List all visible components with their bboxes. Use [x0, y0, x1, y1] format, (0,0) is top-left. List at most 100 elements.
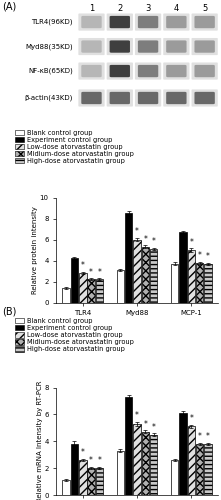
- FancyBboxPatch shape: [163, 62, 189, 80]
- Text: Myd88(35KD): Myd88(35KD): [25, 44, 73, 50]
- Text: *: *: [206, 432, 210, 441]
- FancyBboxPatch shape: [135, 90, 161, 106]
- Bar: [79, 273, 87, 302]
- FancyBboxPatch shape: [110, 65, 130, 77]
- FancyBboxPatch shape: [192, 90, 218, 106]
- Bar: [196, 262, 203, 302]
- Text: *: *: [97, 456, 101, 466]
- Bar: [142, 432, 149, 495]
- FancyBboxPatch shape: [163, 90, 189, 106]
- FancyBboxPatch shape: [110, 16, 130, 28]
- Bar: [150, 249, 158, 302]
- Text: *: *: [81, 262, 85, 270]
- Bar: [133, 424, 141, 495]
- FancyBboxPatch shape: [163, 14, 189, 30]
- Bar: [125, 397, 132, 495]
- Text: 5: 5: [202, 4, 207, 13]
- Bar: [116, 270, 124, 302]
- Text: *: *: [198, 432, 202, 441]
- Text: 3: 3: [145, 4, 151, 13]
- Bar: [171, 264, 178, 302]
- Text: *: *: [143, 234, 147, 244]
- FancyBboxPatch shape: [107, 38, 133, 55]
- Text: *: *: [189, 238, 193, 247]
- Bar: [179, 232, 187, 302]
- Bar: [179, 413, 187, 495]
- Text: 2: 2: [117, 4, 122, 13]
- FancyBboxPatch shape: [138, 16, 158, 28]
- FancyBboxPatch shape: [194, 40, 215, 52]
- Text: *: *: [143, 420, 147, 428]
- Text: NF-κB(65KD): NF-κB(65KD): [28, 68, 73, 74]
- FancyBboxPatch shape: [192, 14, 218, 30]
- Bar: [71, 444, 78, 495]
- Bar: [150, 434, 158, 495]
- FancyBboxPatch shape: [78, 38, 105, 55]
- Text: β-actin(43KD): β-actin(43KD): [25, 95, 73, 101]
- FancyBboxPatch shape: [81, 16, 102, 28]
- FancyBboxPatch shape: [192, 38, 218, 55]
- FancyBboxPatch shape: [78, 90, 105, 106]
- FancyBboxPatch shape: [192, 62, 218, 80]
- Bar: [96, 468, 103, 495]
- Text: (B): (B): [2, 306, 17, 316]
- FancyBboxPatch shape: [78, 62, 105, 80]
- Text: *: *: [89, 268, 93, 277]
- Bar: [171, 460, 178, 495]
- Bar: [204, 264, 212, 302]
- Text: *: *: [135, 228, 139, 236]
- Bar: [196, 444, 203, 495]
- FancyBboxPatch shape: [138, 65, 158, 77]
- FancyBboxPatch shape: [110, 92, 130, 104]
- FancyBboxPatch shape: [194, 16, 215, 28]
- Text: *: *: [198, 251, 202, 260]
- Text: TLR4(96KD): TLR4(96KD): [31, 19, 73, 26]
- Bar: [125, 213, 132, 302]
- Text: *: *: [97, 268, 101, 277]
- Text: *: *: [206, 252, 210, 261]
- Text: *: *: [89, 456, 93, 466]
- Legend: Blank control group, Experiment control group, Low-dose atorvastatin group, Midi: Blank control group, Experiment control …: [12, 315, 136, 355]
- Y-axis label: Relative mRNA Intensity by RT-PCR: Relative mRNA Intensity by RT-PCR: [37, 380, 43, 500]
- FancyBboxPatch shape: [107, 90, 133, 106]
- FancyBboxPatch shape: [194, 92, 215, 104]
- Bar: [204, 444, 212, 495]
- Bar: [187, 426, 195, 495]
- FancyBboxPatch shape: [107, 14, 133, 30]
- Bar: [71, 258, 78, 302]
- FancyBboxPatch shape: [107, 62, 133, 80]
- FancyBboxPatch shape: [194, 65, 215, 77]
- Bar: [87, 280, 95, 302]
- Bar: [116, 450, 124, 495]
- FancyBboxPatch shape: [166, 16, 187, 28]
- Text: *: *: [189, 414, 193, 423]
- FancyBboxPatch shape: [135, 38, 161, 55]
- FancyBboxPatch shape: [166, 40, 187, 52]
- FancyBboxPatch shape: [81, 65, 102, 77]
- Bar: [142, 247, 149, 302]
- Text: 1: 1: [89, 4, 94, 13]
- FancyBboxPatch shape: [166, 92, 187, 104]
- FancyBboxPatch shape: [81, 92, 102, 104]
- Text: 4: 4: [174, 4, 179, 13]
- FancyBboxPatch shape: [135, 62, 161, 80]
- Legend: Blank control group, Experiment control group, Low-dose atorvastatin group, Midi: Blank control group, Experiment control …: [12, 127, 136, 166]
- FancyBboxPatch shape: [166, 65, 187, 77]
- Text: (A): (A): [2, 1, 16, 11]
- FancyBboxPatch shape: [135, 14, 161, 30]
- Bar: [79, 460, 87, 495]
- Text: *: *: [152, 237, 156, 246]
- Bar: [62, 480, 70, 495]
- Bar: [62, 288, 70, 302]
- Y-axis label: Relative protein intensity: Relative protein intensity: [32, 206, 38, 294]
- FancyBboxPatch shape: [138, 40, 158, 52]
- Bar: [187, 250, 195, 302]
- Bar: [96, 280, 103, 302]
- FancyBboxPatch shape: [163, 38, 189, 55]
- Text: *: *: [135, 411, 139, 420]
- FancyBboxPatch shape: [138, 92, 158, 104]
- FancyBboxPatch shape: [78, 14, 105, 30]
- Bar: [87, 468, 95, 495]
- Text: *: *: [152, 422, 156, 432]
- FancyBboxPatch shape: [110, 40, 130, 52]
